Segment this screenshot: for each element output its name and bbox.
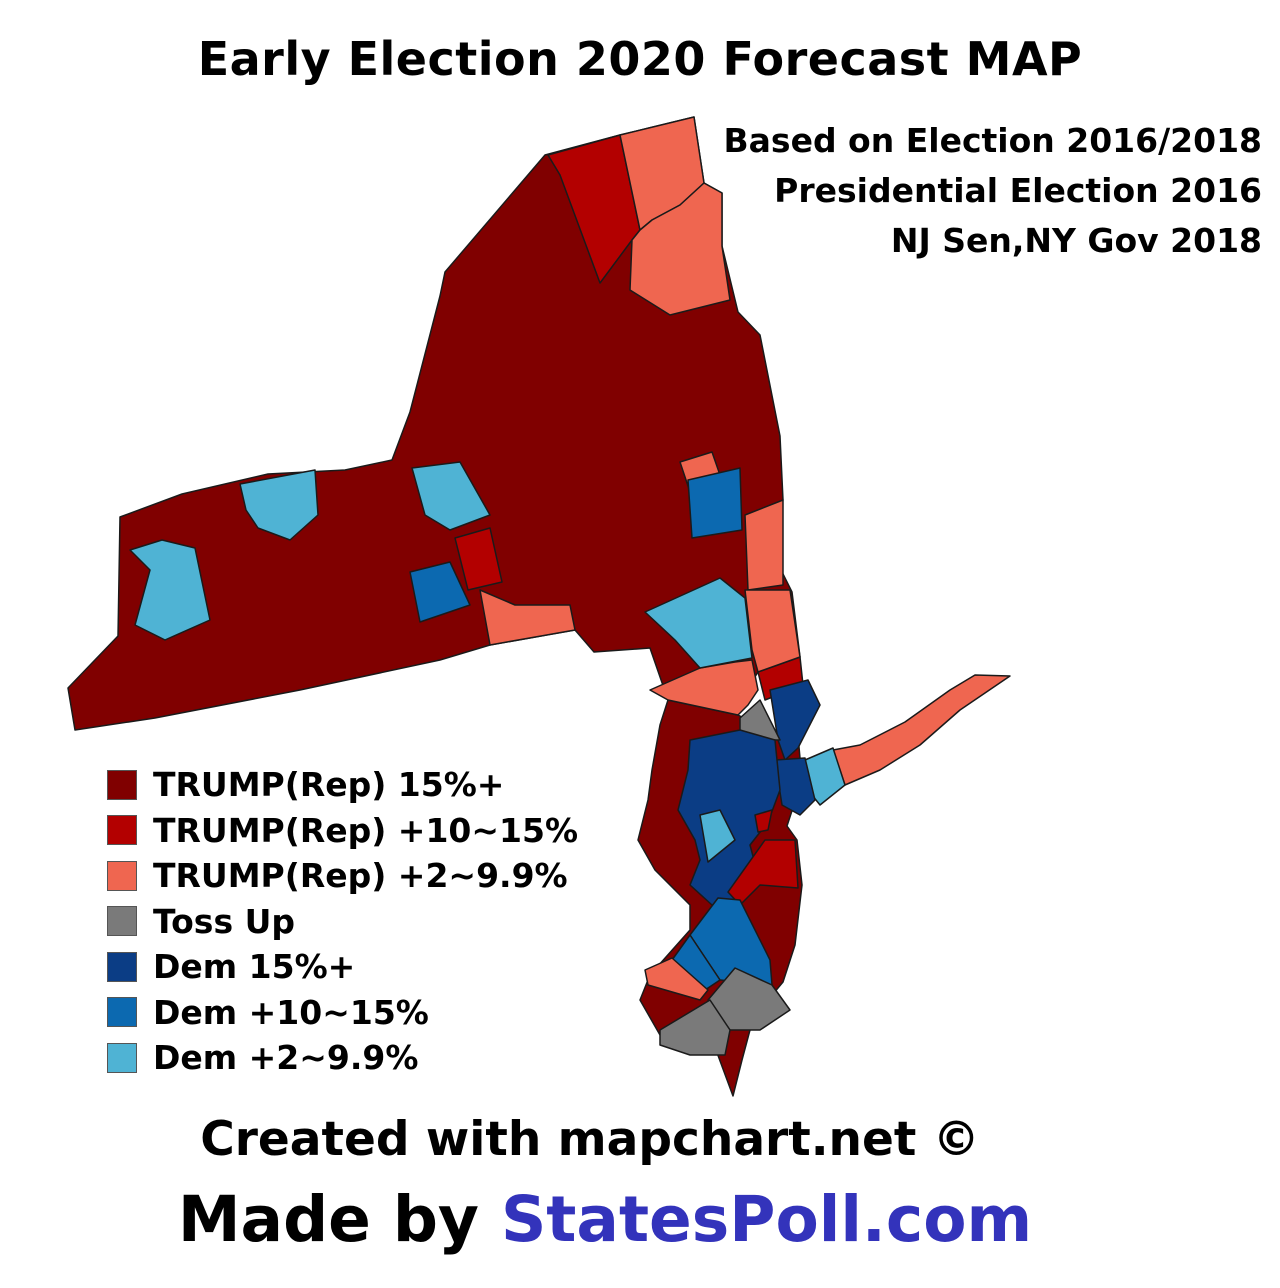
legend-label: Toss Up: [153, 901, 295, 941]
legend-label: Dem 15%+: [153, 947, 356, 987]
county-ulster: [644, 577, 753, 669]
legend-swatch: [107, 815, 137, 846]
brand-link[interactable]: StatesPoll.com: [500, 1183, 1033, 1256]
legend-item: Dem 15%+: [107, 944, 578, 990]
legend-label: Dem +2~9.9%: [153, 1038, 419, 1078]
subtitle-line: Presidential Election 2016: [774, 171, 1262, 210]
legend-item: TRUMP(Rep) 15%+: [107, 762, 578, 808]
subtitle-line: NJ Sen,NY Gov 2018: [890, 221, 1262, 260]
county-onondaga: [411, 461, 491, 531]
county-gloucester: [644, 957, 709, 1001]
made-by-prefix: Made by: [177, 1183, 479, 1256]
legend-label: TRUMP(Rep) +2~9.9%: [153, 856, 568, 896]
legend-swatch: [107, 769, 137, 800]
legend-item: Dem +2~9.9%: [107, 1035, 578, 1081]
subtitle-block: Based on Election 2016/2018 Presidential…: [724, 116, 1263, 266]
legend-item: TRUMP(Rep) +10~15%: [107, 808, 578, 854]
credit-text: Created with mapchart.net ©: [200, 1112, 980, 1167]
county-nyc-bronx-queens: [774, 757, 816, 816]
county-albany: [687, 467, 743, 539]
legend-label: TRUMP(Rep) +10~15%: [153, 810, 579, 850]
county-staten-island: [754, 809, 773, 833]
county-cumberland: [659, 999, 731, 1056]
legend-swatch: [107, 906, 137, 937]
county-somerset: [699, 809, 736, 863]
legend-swatch: [107, 951, 137, 982]
legend-item: TRUMP(Rep) +2~9.9%: [107, 853, 578, 899]
county-tompkins: [409, 561, 471, 623]
county-suffolk: [832, 674, 1011, 786]
legend-swatch: [107, 1042, 137, 1073]
county-dutchess: [744, 589, 801, 673]
county-erie: [129, 539, 211, 641]
legend: TRUMP(Rep) 15%+ TRUMP(Rep) +10~15% TRUMP(R…: [107, 762, 578, 1081]
county-cortland: [454, 527, 503, 591]
legend-swatch: [107, 860, 137, 891]
subtitle-line: Based on Election 2016/2018: [723, 121, 1263, 160]
county-broome: [479, 589, 576, 646]
legend-item: Toss Up: [107, 899, 578, 945]
legend-label: TRUMP(Rep) 15%+: [153, 765, 505, 805]
legend-item: Dem +10~15%: [107, 990, 578, 1036]
legend-swatch: [107, 997, 137, 1028]
made-by-line: Made by StatesPoll.com: [0, 1183, 1210, 1256]
legend-label: Dem +10~15%: [153, 992, 429, 1032]
county-clinton-essex: [629, 182, 731, 316]
map-title: Early Election 2020 Forecast MAP: [197, 32, 1083, 86]
county-monroe: [239, 469, 319, 541]
county-columbia: [744, 499, 784, 591]
